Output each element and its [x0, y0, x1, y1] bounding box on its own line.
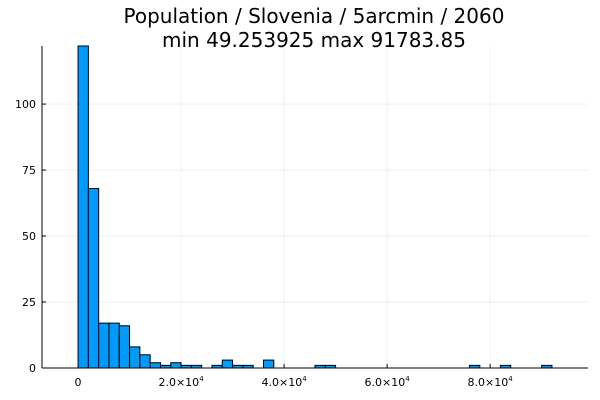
axes [41, 46, 588, 369]
histogram-bar [170, 362, 182, 369]
x-tick-label: 6.0×104 [365, 375, 411, 389]
histogram-bar [221, 359, 234, 369]
chart-title: Population / Slovenia / 5arcmin / 2060 [124, 4, 505, 28]
histogram-bar [87, 188, 100, 369]
y-tick-label: 50 [22, 230, 36, 243]
grid-lines [42, 46, 588, 369]
histogram-bar [77, 45, 89, 369]
histogram-bars [77, 45, 553, 369]
histogram-bar [98, 322, 110, 369]
histogram-bar [108, 322, 120, 369]
x-tick-label: 0 [75, 376, 82, 389]
x-tick-label: 2.0×104 [158, 375, 204, 389]
x-tick-label: 4.0×104 [262, 375, 308, 389]
y-tick-label: 100 [15, 98, 36, 111]
y-tick-label: 75 [22, 164, 36, 177]
histogram-bar [129, 346, 141, 369]
histogram-bar [149, 362, 161, 369]
tick-labels: 0 25 50 75 100 0 2.0×104 4.0×104 6.0×104 8.0×104 [15, 98, 513, 389]
histogram-bar [262, 359, 275, 369]
chart-subtitle: min 49.253925 max 91783.85 [162, 28, 466, 52]
y-tick-label: 25 [22, 296, 36, 309]
histogram-bar [118, 325, 131, 369]
x-tick-label: 8.0×104 [468, 375, 514, 389]
histogram-bar [139, 354, 151, 369]
y-tick-label: 0 [29, 362, 36, 375]
